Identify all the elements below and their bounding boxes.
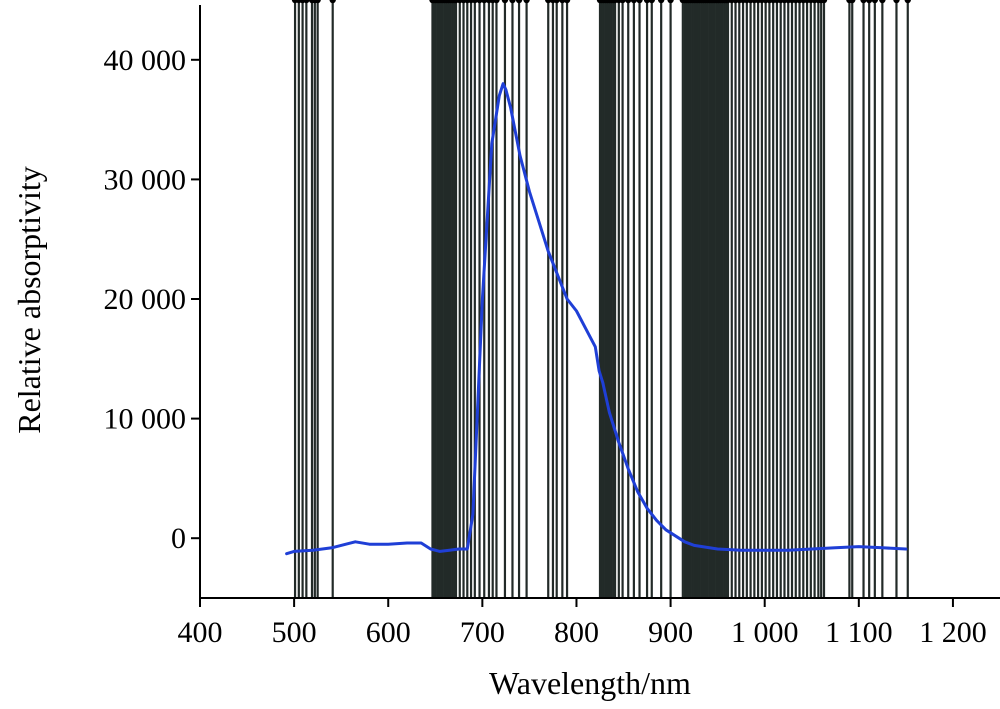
marker-dot-57 xyxy=(648,0,655,4)
x-tick-label: 700 xyxy=(460,616,505,649)
marker-dot-52 xyxy=(619,0,626,4)
marker-dot-32 xyxy=(493,0,500,4)
marker-dot-41 xyxy=(563,0,571,4)
x-tick-label: 1 200 xyxy=(919,616,987,649)
marker-dot-29 xyxy=(481,0,488,4)
marker-dot-28 xyxy=(476,0,483,4)
y-axis-title: Relative absorptivity xyxy=(11,166,47,434)
marker-dot-112 xyxy=(849,0,856,4)
axes-layer xyxy=(199,5,1000,599)
marker-dot-27 xyxy=(471,0,479,4)
marker-dot-53 xyxy=(625,0,632,4)
y-tick-label: 0 xyxy=(171,522,186,555)
y-tick-label: 10 000 xyxy=(104,403,187,436)
marker-dot-58 xyxy=(657,0,665,4)
y-ticks: 0 10 000 20 000 30 000 40 000 xyxy=(104,44,200,555)
x-tick-label: 600 xyxy=(366,616,411,649)
marker-dot-54 xyxy=(630,0,638,4)
marker-dot-114 xyxy=(865,0,873,4)
marker-dot-113 xyxy=(860,0,867,4)
marker-dot-34 xyxy=(509,0,516,4)
marker-dot-39 xyxy=(553,0,560,4)
marker-dot-117 xyxy=(893,0,900,4)
x-ticks: 400 500 600 700 800 900 1 000 1 100 1 200 xyxy=(178,598,987,649)
x-axis-title: Wavelength/nm xyxy=(489,665,691,701)
series-layer xyxy=(285,82,908,556)
marker-dot-59 xyxy=(667,0,674,4)
marker-dot-56 xyxy=(643,0,651,4)
marker-dot-7 xyxy=(329,0,336,4)
marker-lines-layer xyxy=(291,0,911,598)
marker-dot-33 xyxy=(501,0,509,4)
y-tick-label: 40 000 xyxy=(104,44,187,77)
series-line-0 xyxy=(285,82,908,556)
marker-dot-35 xyxy=(515,0,523,4)
marker-dot-118 xyxy=(904,0,911,4)
marker-dot-116 xyxy=(879,0,886,4)
x-tick-label: 500 xyxy=(272,616,317,649)
x-tick-label: 800 xyxy=(554,616,599,649)
marker-dot-6 xyxy=(314,0,321,4)
x-tick-label: 900 xyxy=(648,616,693,649)
x-tick-label: 1 100 xyxy=(825,616,893,649)
marker-dot-110 xyxy=(820,0,828,4)
x-tick-label: 400 xyxy=(178,616,223,649)
y-tick-label: 30 000 xyxy=(104,163,187,196)
marker-dot-36 xyxy=(523,0,530,4)
marker-dot-55 xyxy=(636,0,643,4)
marker-dot-115 xyxy=(871,0,879,4)
marker-dot-37 xyxy=(545,0,552,4)
x-tick-label: 1 000 xyxy=(731,616,799,649)
y-tick-label: 20 000 xyxy=(104,283,187,316)
marker-dot-40 xyxy=(559,0,566,4)
marker-dot-3 xyxy=(303,0,310,4)
